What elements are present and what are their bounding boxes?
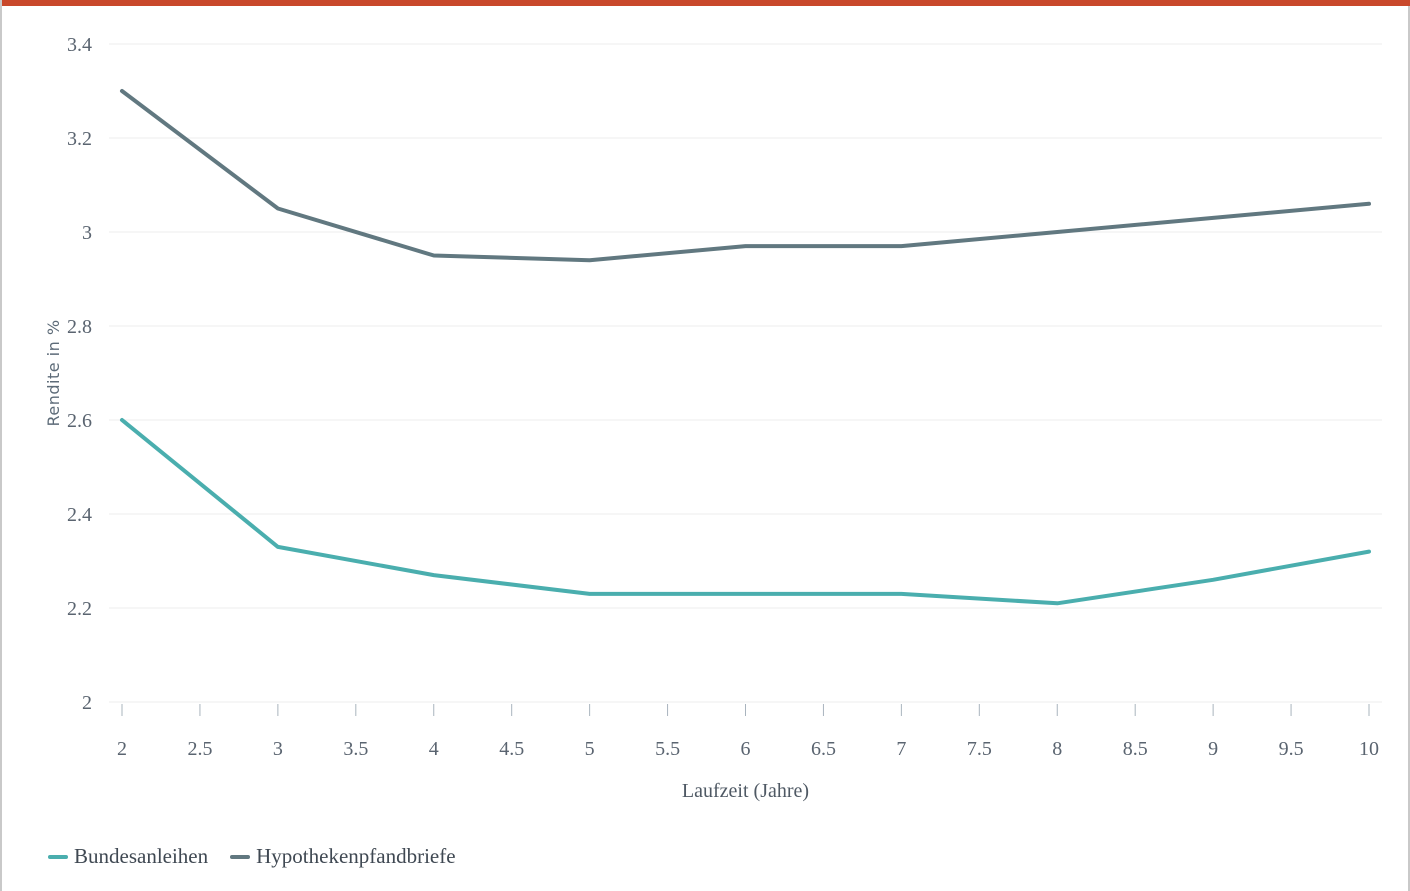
legend-item-bundesanleihen[interactable]: Bundesanleihen [48,844,208,869]
x-tick-label: 7.5 [967,738,992,760]
x-tick-label: 3 [273,738,283,760]
x-tick-label: 9 [1208,738,1218,760]
x-tick-label: 3.5 [343,738,368,760]
x-tick-label: 4 [429,738,439,760]
x-tick-label: 8.5 [1123,738,1148,760]
top-accent-bar [2,0,1410,6]
series-lines [120,89,1371,606]
y-tick-label: 3 [82,222,92,244]
x-tick-label: 4.5 [499,738,524,760]
x-tick-label: 6.5 [811,738,836,760]
x-tick-label: 2.5 [187,738,212,760]
x-tick-label: 6 [741,738,751,760]
y-tick-label: 2.6 [67,410,92,432]
x-tick-label: 9.5 [1279,738,1304,760]
series-line-hypothekenpfandbriefe [120,89,1371,263]
legend-label: Bundesanleihen [74,844,209,868]
x-tick-label: 2 [117,738,127,760]
x-axis-ticks: 2 2.5 3 3.5 4 4.5 5 5.5 6 6.5 7 7.5 8 8.5 9 9.5 10 [117,704,1379,760]
legend-item-hypothekenpfandbriefe[interactable]: Hypothekenpfandbriefe [230,844,456,869]
legend: Bundesanleihen Hypothekenpfandbriefe [48,844,478,869]
x-tick-label: 7 [896,738,906,760]
x-tick-label: 10 [1359,738,1379,760]
series-line-bundesanleihen [120,418,1371,606]
grid-lines [109,43,1382,703]
y-axis-ticks: 2 2.2 2.4 2.6 2.8 3 3.2 3.4 [67,34,92,714]
x-tick-label: 8 [1052,738,1062,760]
legend-label: Hypothekenpfandbriefe [256,844,456,868]
y-tick-label: 2 [82,692,92,714]
x-axis-title: Laufzeit (Jahre) [682,780,809,802]
y-tick-label: 2.4 [67,504,92,526]
y-axis-title: Rendite in % [44,319,63,426]
x-tick-label: 5.5 [655,738,680,760]
y-tick-label: 2.8 [67,316,92,338]
legend-swatch [48,854,68,859]
y-tick-label: 3.4 [67,34,92,56]
y-tick-label: 3.2 [67,128,92,150]
y-tick-label: 2.2 [67,598,92,620]
x-tick-label: 5 [585,738,595,760]
legend-swatch [230,854,251,859]
